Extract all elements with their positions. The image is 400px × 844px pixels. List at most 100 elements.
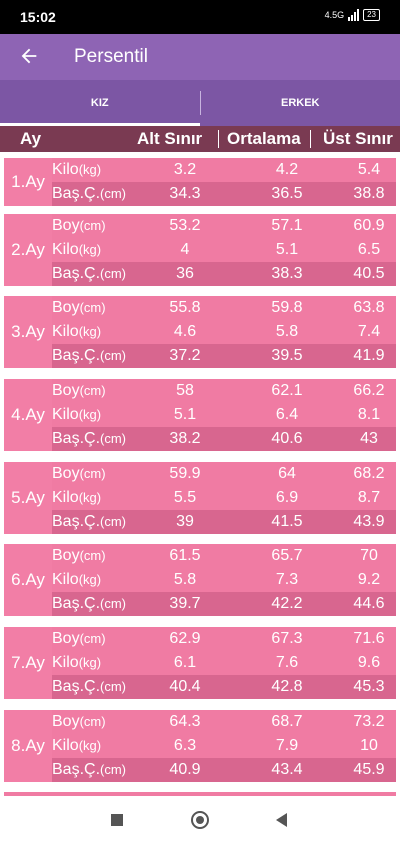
header-separator [218,130,219,148]
month-label: 1.Ay [4,158,52,206]
recents-icon[interactable] [111,814,123,826]
ortalama-value: 42.2 [271,595,303,612]
ust-value: 7.4 [357,323,381,340]
bas-label: Baş.Ç.(cm) [52,595,127,612]
ortalama-value: 67.3 [271,630,303,647]
ust-value: 38.8 [353,185,385,202]
ortalama-value: 39.5 [271,347,303,364]
ust-value: 6.5 [357,241,381,258]
tab-divider [199,91,201,115]
month-label: 3.Ay [4,296,52,368]
month-label: 4.Ay [4,379,52,451]
status-icons: 4.5G 23 [325,9,380,21]
tab-erkek[interactable]: ERKEK [280,97,320,109]
back-triangle-icon[interactable] [276,813,287,827]
bas-label: Baş.Ç.(cm) [52,185,127,202]
percentile-table[interactable]: 1.Ay Kilo(kg) 3.2 4.2 5.4 Baş.Ç.(cm) 34.… [0,152,400,796]
ust-value: 10 [360,737,378,754]
home-icon[interactable] [191,811,209,829]
month-label: 7.Ay [4,627,52,699]
kilo-row: Kilo(kg) 5.5 6.9 8.7 [52,486,396,510]
battery-icon: 23 [363,9,380,21]
bas-label: Baş.Ç.(cm) [52,761,127,778]
bas-row: Baş.Ç.(cm) 39.7 42.2 44.6 [52,592,396,616]
header-alt-sinir: Alt Sınır [137,129,203,148]
alt-value: 34.3 [169,185,201,202]
kilo-label: Kilo(kg) [52,654,102,671]
ust-value: 66.2 [353,382,385,399]
month-label: 5.Ay [4,462,52,534]
kilo-label: Kilo(kg) [52,161,102,178]
boy-label: Boy(cm) [52,547,106,564]
kilo-row: Kilo(kg) 4.6 5.8 7.4 [52,320,396,344]
ust-value: 8.1 [357,406,381,423]
ust-value: 43 [360,430,378,447]
bas-row: Baş.Ç.(cm) 37.2 39.5 41.9 [52,344,396,368]
alt-value: 62.9 [169,630,201,647]
boy-row: Boy(cm) 64.3 68.7 73.2 [52,710,396,734]
bas-row: Baş.Ç.(cm) 40.9 43.4 45.9 [52,758,396,782]
boy-row: Boy(cm) 53.2 57.1 60.9 [52,214,396,238]
ortalama-value: 42.8 [271,678,303,695]
ortalama-value: 38.3 [271,265,303,282]
alt-value: 5.8 [173,571,197,588]
ortalama-value: 65.7 [271,547,303,564]
kilo-row: Kilo(kg) 5.8 7.3 9.2 [52,568,396,592]
ust-value: 40.5 [353,265,385,282]
month-block: 7.Ay Boy(cm) 62.9 67.3 71.6 Kilo(kg) 6.1… [4,627,396,699]
boy-label: Boy(cm) [52,217,106,234]
month-block: 6.Ay Boy(cm) 61.5 65.7 70 Kilo(kg) 5.8 7… [4,544,396,616]
ortalama-value: 59.8 [271,299,303,316]
status-time: 15:02 [20,9,56,25]
header-ust-sinir: Üst Sınır [323,129,393,148]
header-ay: Ay [20,129,42,148]
system-nav-bar [0,796,400,844]
alt-value: 4.6 [173,323,197,340]
boy-row: Boy(cm) 62.9 67.3 71.6 [52,627,396,651]
signal-icon [348,9,360,21]
kilo-label: Kilo(kg) [52,323,102,340]
ortalama-value: 41.5 [271,513,303,530]
month-block: 4.Ay Boy(cm) 58 62.1 66.2 Kilo(kg) 5.1 6… [4,379,396,451]
alt-value: 61.5 [169,547,201,564]
boy-row: Boy(cm) 58 62.1 66.2 [52,379,396,403]
status-bar: 15:02 4.5G 23 [0,0,400,34]
table-header: Ay Alt Sınır Ortalama Üst Sınır [0,126,400,152]
alt-value: 5.5 [173,489,197,506]
ortalama-value: 6.9 [275,489,299,506]
alt-value: 37.2 [169,347,201,364]
ust-value: 71.6 [353,630,385,647]
back-arrow-icon[interactable] [18,45,40,67]
alt-value: 40.9 [169,761,201,778]
header-separator [310,130,311,148]
alt-value: 53.2 [169,217,201,234]
bas-label: Baş.Ç.(cm) [52,265,127,282]
tab-bar: KIZ ERKEK [0,80,400,126]
ust-value: 41.9 [353,347,385,364]
boy-row: Boy(cm) 59.9 64 68.2 [52,462,396,486]
alt-value: 4 [180,241,190,258]
month-block-partial [4,792,396,796]
ust-value: 73.2 [353,713,385,730]
tab-kiz[interactable]: KIZ [0,80,200,126]
alt-value: 64.3 [169,713,201,730]
kilo-row: Kilo(kg) 6.1 7.6 9.6 [52,651,396,675]
kilo-row: Kilo(kg) 6.3 7.9 10 [52,734,396,758]
ortalama-value: 43.4 [271,761,303,778]
bas-row: Baş.Ç.(cm) 40.4 42.8 45.3 [52,675,396,699]
ortalama-value: 5.1 [275,241,299,258]
month-block: 8.Ay Boy(cm) 64.3 68.7 73.2 Kilo(kg) 6.3… [4,710,396,782]
ortalama-value: 4.2 [275,161,299,178]
month-block: 5.Ay Boy(cm) 59.9 64 68.2 Kilo(kg) 5.5 6… [4,462,396,534]
bas-label: Baş.Ç.(cm) [52,678,127,695]
bas-label: Baş.Ç.(cm) [52,513,127,530]
ortalama-value: 6.4 [275,406,299,423]
boy-label: Boy(cm) [52,630,106,647]
alt-value: 58 [176,382,194,399]
ortalama-value: 64 [278,465,296,482]
month-label: 2.Ay [4,214,52,286]
kilo-row: Kilo(kg) 3.2 4.2 5.4 [52,158,396,182]
bas-label: Baş.Ç.(cm) [52,430,127,447]
kilo-row: Kilo(kg) 4 5.1 6.5 [52,238,396,262]
month-label: 6.Ay [4,544,52,616]
